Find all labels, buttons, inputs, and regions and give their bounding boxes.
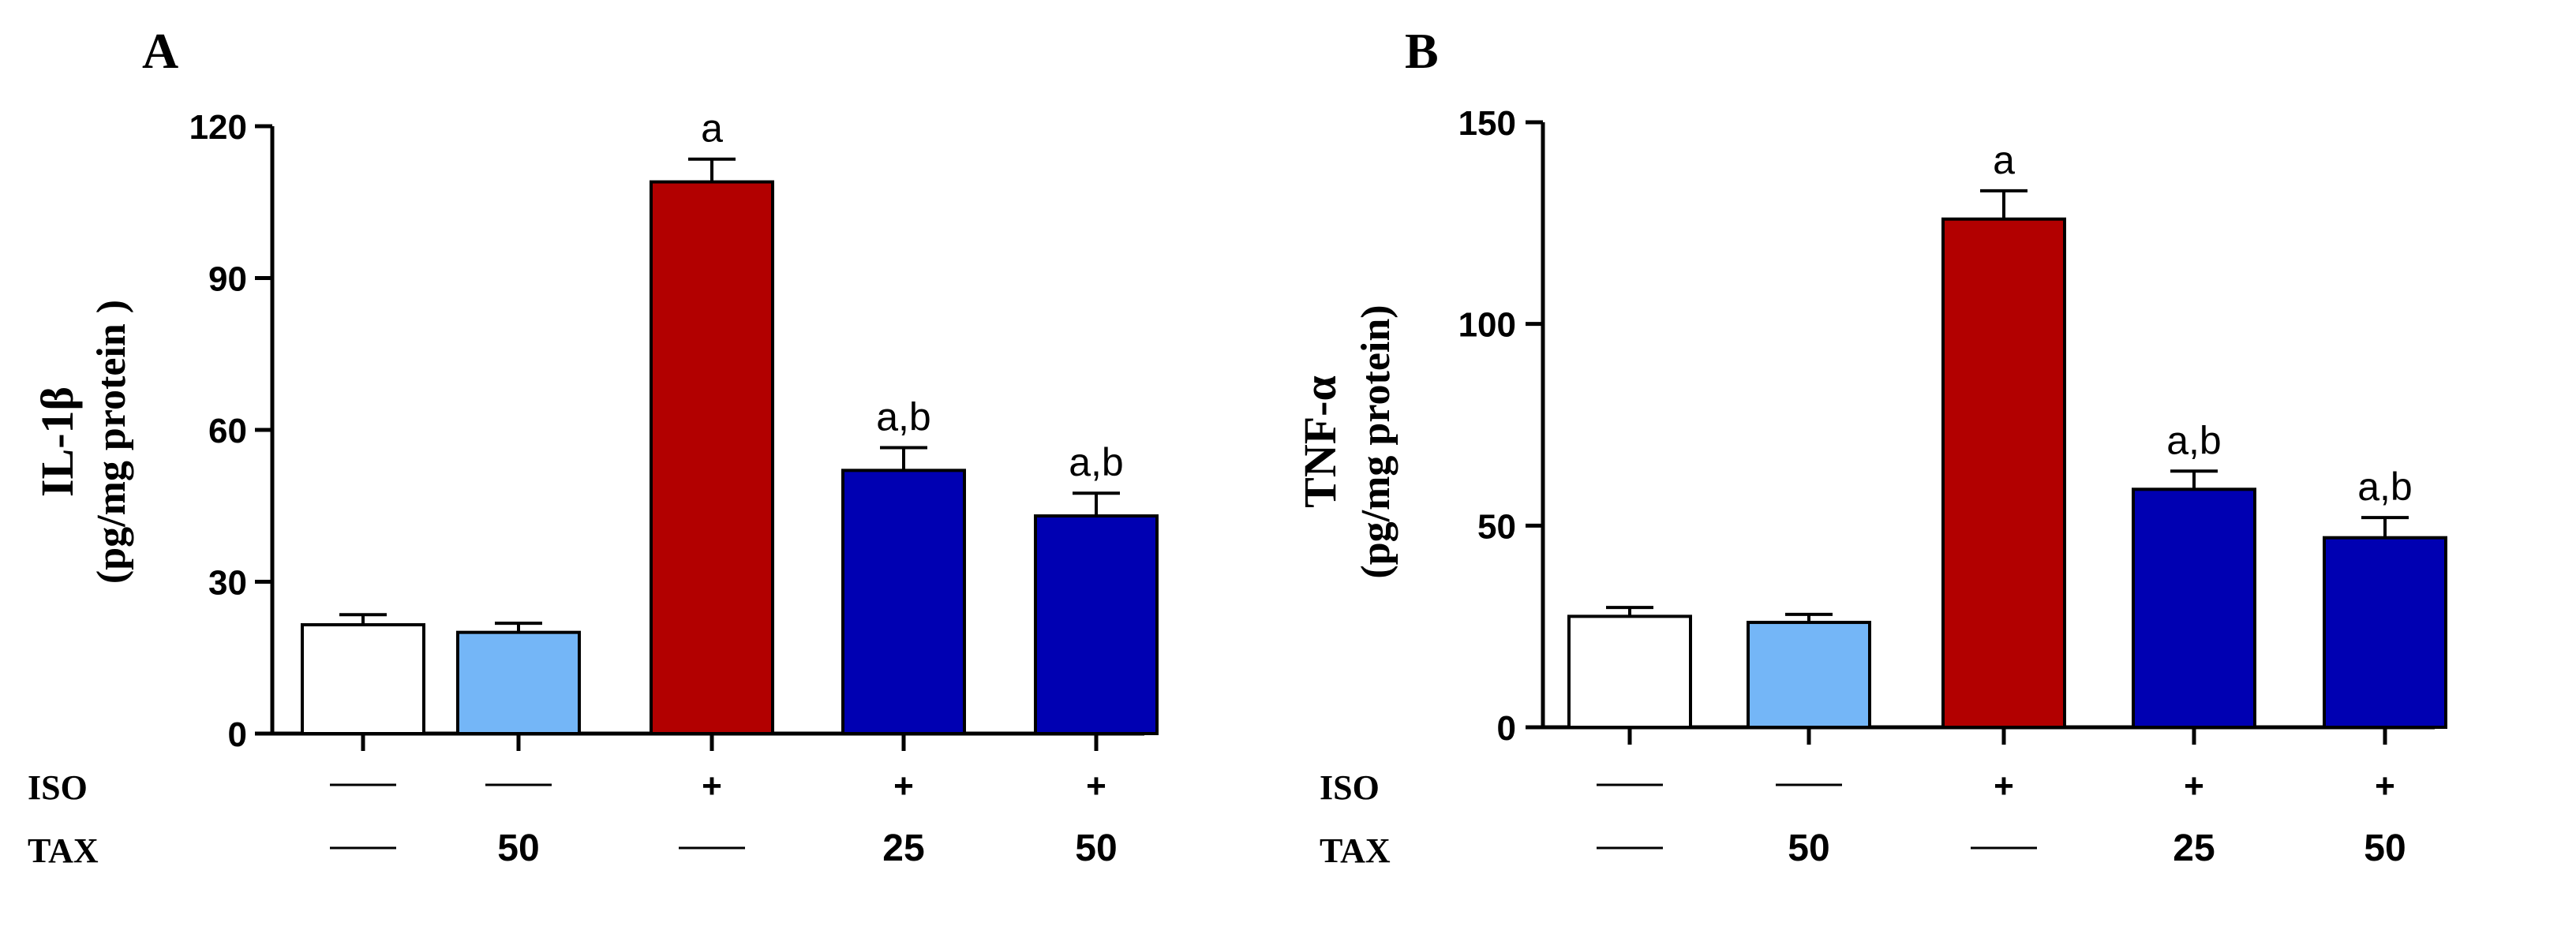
bar xyxy=(650,180,774,736)
tax-cell: 50 xyxy=(1788,827,1829,869)
tax-cell: 25 xyxy=(2173,827,2215,869)
bar xyxy=(1034,514,1159,735)
bar xyxy=(1567,614,1692,730)
bar xyxy=(2132,487,2256,730)
iso-cell: + xyxy=(1086,767,1106,805)
bar xyxy=(1941,217,2066,730)
iso-row-label: ISO xyxy=(1320,768,1380,807)
y-tick-label: 30 xyxy=(208,564,247,603)
iso-cell: + xyxy=(702,767,722,805)
significance-label: a xyxy=(1993,138,2015,182)
panel-label: B xyxy=(1405,23,1439,79)
y-axis-title: TNF-α xyxy=(1294,375,1346,508)
tax-row-label: TAX xyxy=(1320,831,1391,870)
bar xyxy=(1747,621,1871,730)
bar xyxy=(2323,536,2447,729)
iso-cell: + xyxy=(1994,767,2014,805)
tax-cell: 25 xyxy=(882,827,924,869)
iso-row-label: ISO xyxy=(28,768,88,807)
tax-cell: 50 xyxy=(1075,827,1117,869)
y-tick-label: 150 xyxy=(1458,104,1516,143)
y-tick-label: 100 xyxy=(1458,306,1516,345)
iso-cell: + xyxy=(2184,767,2204,805)
y-tick-label: 90 xyxy=(208,260,247,299)
iso-cell: + xyxy=(2375,767,2395,805)
panel-label: A xyxy=(142,23,178,79)
tax-cell: 50 xyxy=(2364,827,2406,869)
y-tick-label: 0 xyxy=(228,715,247,754)
significance-label: a,b xyxy=(1069,440,1124,484)
significance-label: a,b xyxy=(2166,418,2222,462)
panel-a-il1b-chart: A IL-1β (pg/mg protein ) 0 30 60 90 120 50 a + a,b +… xyxy=(28,23,1159,870)
y-axis-unit: (pg/mg protein ) xyxy=(89,300,134,584)
y-axis-unit: (pg/mg protein) xyxy=(1354,304,1398,578)
tax-row-label: TAX xyxy=(28,831,99,870)
y-tick-label: 0 xyxy=(1497,709,1516,748)
panel-b-tnfa-chart: B TNF-α (pg/mg protein) 0 50 100 150 50 a + a,b +25… xyxy=(1294,23,2447,870)
bar xyxy=(841,469,966,735)
y-tick-label: 60 xyxy=(208,412,247,450)
bar xyxy=(456,630,581,736)
significance-label: a,b xyxy=(876,394,931,439)
significance-label: a xyxy=(701,106,723,151)
significance-label: a,b xyxy=(2357,465,2413,509)
y-axis-title: IL-1β xyxy=(32,387,83,497)
y-tick-label: 120 xyxy=(189,108,247,147)
tax-cell: 50 xyxy=(497,827,539,869)
y-tick-label: 50 xyxy=(1477,507,1516,546)
iso-cell: + xyxy=(893,767,914,805)
bar xyxy=(301,623,425,736)
